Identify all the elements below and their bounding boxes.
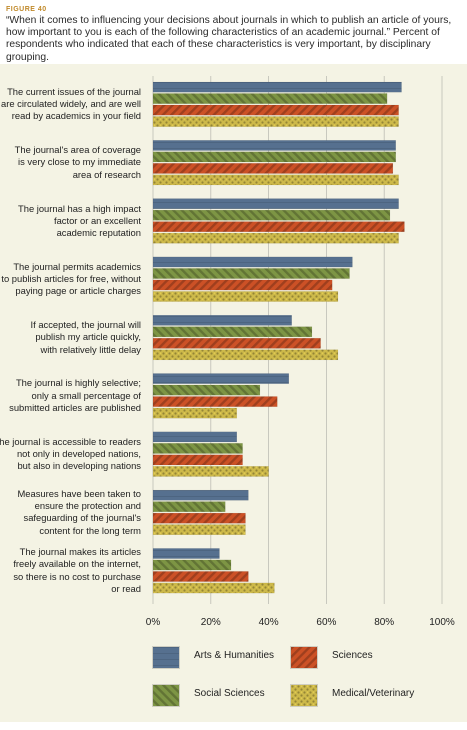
bar-social xyxy=(152,559,232,571)
bar-arts xyxy=(152,140,396,151)
category-label-line: If accepted, the journal will xyxy=(30,319,141,331)
bar-sciences xyxy=(152,338,321,349)
bar-arts xyxy=(152,548,220,559)
bar-arts xyxy=(152,198,399,210)
bar-medical xyxy=(152,582,275,594)
bar-arts xyxy=(152,81,402,93)
legend-label: Medical/Veterinary xyxy=(332,688,415,699)
x-tick-label: 80% xyxy=(374,617,394,628)
bar-chart: 0% 20% 40% 60% 80% 100% xyxy=(146,76,455,628)
bar-medical xyxy=(152,466,269,477)
category-label-line: submitted articles are published xyxy=(9,401,141,413)
bar-social xyxy=(152,151,396,163)
bar-sciences xyxy=(152,454,243,466)
x-tick-label: 60% xyxy=(316,617,336,628)
bar-social xyxy=(152,501,226,513)
category-label-line: are circulated widely, and are well xyxy=(1,98,141,110)
category-label-line: ensure the protection and xyxy=(34,500,141,512)
bar-medical xyxy=(152,232,399,244)
category-label-line: paying page or article charges xyxy=(15,285,141,297)
category-label-line: area of research xyxy=(72,168,141,180)
category-label-line: publish my article quickly, xyxy=(35,331,141,343)
bar-medical xyxy=(152,524,246,536)
category-label-line: Measures have been taken to xyxy=(17,487,141,499)
category-label-line: freely available on the internet, xyxy=(13,558,141,570)
category-label-line: The journal makes its articles xyxy=(19,546,141,558)
category-label: The journal permits academics to publish … xyxy=(0,261,141,298)
category-label-line: safeguarding of the journal's xyxy=(23,512,142,524)
legend-label: Arts & Humanities xyxy=(194,650,275,661)
category-label-line: read by academics in your field xyxy=(11,110,141,122)
chart-panel: 0% 20% 40% 60% 80% 100% The current issues of… xyxy=(0,64,467,722)
category-label: The journal makes its articles freely ava… xyxy=(0,546,141,595)
category-label-line: The journal is highly selective; xyxy=(15,377,141,389)
category-label-line: The journal has a high impact xyxy=(18,202,141,214)
bar-arts xyxy=(152,373,290,384)
category-label-line: content for the long term xyxy=(39,524,141,536)
legend-swatch xyxy=(152,646,180,669)
category-label-line: or read xyxy=(111,583,141,595)
x-tick-label: 20% xyxy=(201,617,221,628)
bar-arts xyxy=(152,431,238,443)
bar-social xyxy=(152,326,313,338)
bar-arts xyxy=(152,256,353,268)
category-label-line: to publish articles for free, without xyxy=(1,273,141,285)
category-label: Measures have been taken to ensure the pr… xyxy=(0,488,141,537)
bar-sciences xyxy=(152,571,249,582)
category-label-line: academic reputation xyxy=(56,227,141,239)
x-tick-label: 40% xyxy=(259,617,279,628)
category-label-line: not only in developed nations, xyxy=(16,447,141,459)
category-label-line: but also in developing nations xyxy=(17,460,141,472)
bar-sciences xyxy=(152,104,399,116)
bar-sciences xyxy=(152,221,405,233)
category-label-line: The journal is accessible to readers xyxy=(0,435,141,447)
bar-social xyxy=(152,384,261,396)
category-label: The journal is accessible to readers not … xyxy=(0,436,141,473)
bar-sciences xyxy=(152,279,333,291)
category-label: The journal's area of coverage is very cl… xyxy=(0,144,141,181)
category-label-line: The journal permits academics xyxy=(13,260,141,272)
legend-swatch xyxy=(290,646,318,669)
bar-medical xyxy=(152,116,399,127)
bar-arts xyxy=(152,489,249,501)
x-tick-label: 100% xyxy=(429,617,455,628)
category-label-line: so there is no cost to purchase xyxy=(13,570,141,582)
category-label: The journal is highly selective; only a s… xyxy=(0,377,141,414)
category-label-line: The current issues of the journal xyxy=(7,85,141,97)
bar-medical xyxy=(152,407,238,419)
category-label: The journal has a high impact factor or a… xyxy=(0,203,141,240)
figure-label: FIGURE 40 xyxy=(6,6,47,13)
bar-sciences xyxy=(152,396,278,407)
category-label-line: The journal's area of coverage xyxy=(14,144,141,156)
category-label: If accepted, the journal will publish my … xyxy=(0,319,141,356)
bar-social xyxy=(152,93,388,104)
category-label-line: with relatively little delay xyxy=(40,343,141,355)
figure-caption: “When it comes to influencing your decis… xyxy=(6,15,452,63)
legend-label: Social Sciences xyxy=(194,688,265,699)
bar-medical xyxy=(152,174,399,186)
category-label-line: factor or an excellent xyxy=(53,214,141,226)
category-label: The current issues of the journal are cir… xyxy=(0,86,141,123)
legend-label: Sciences xyxy=(332,650,373,661)
bar-social xyxy=(152,268,350,279)
x-tick-label: 0% xyxy=(146,617,161,628)
legend-swatch xyxy=(152,684,180,707)
bar-sciences xyxy=(152,163,394,174)
category-label-line: only a small percentage of xyxy=(31,389,141,401)
legend-swatch xyxy=(290,684,318,707)
bar-medical xyxy=(152,291,339,302)
category-label-line: is very close to my immediate xyxy=(18,156,141,168)
bar-medical xyxy=(152,349,339,361)
bar-social xyxy=(152,209,391,221)
bar-sciences xyxy=(152,512,246,524)
bar-social xyxy=(152,443,243,454)
bar-arts xyxy=(152,314,292,326)
